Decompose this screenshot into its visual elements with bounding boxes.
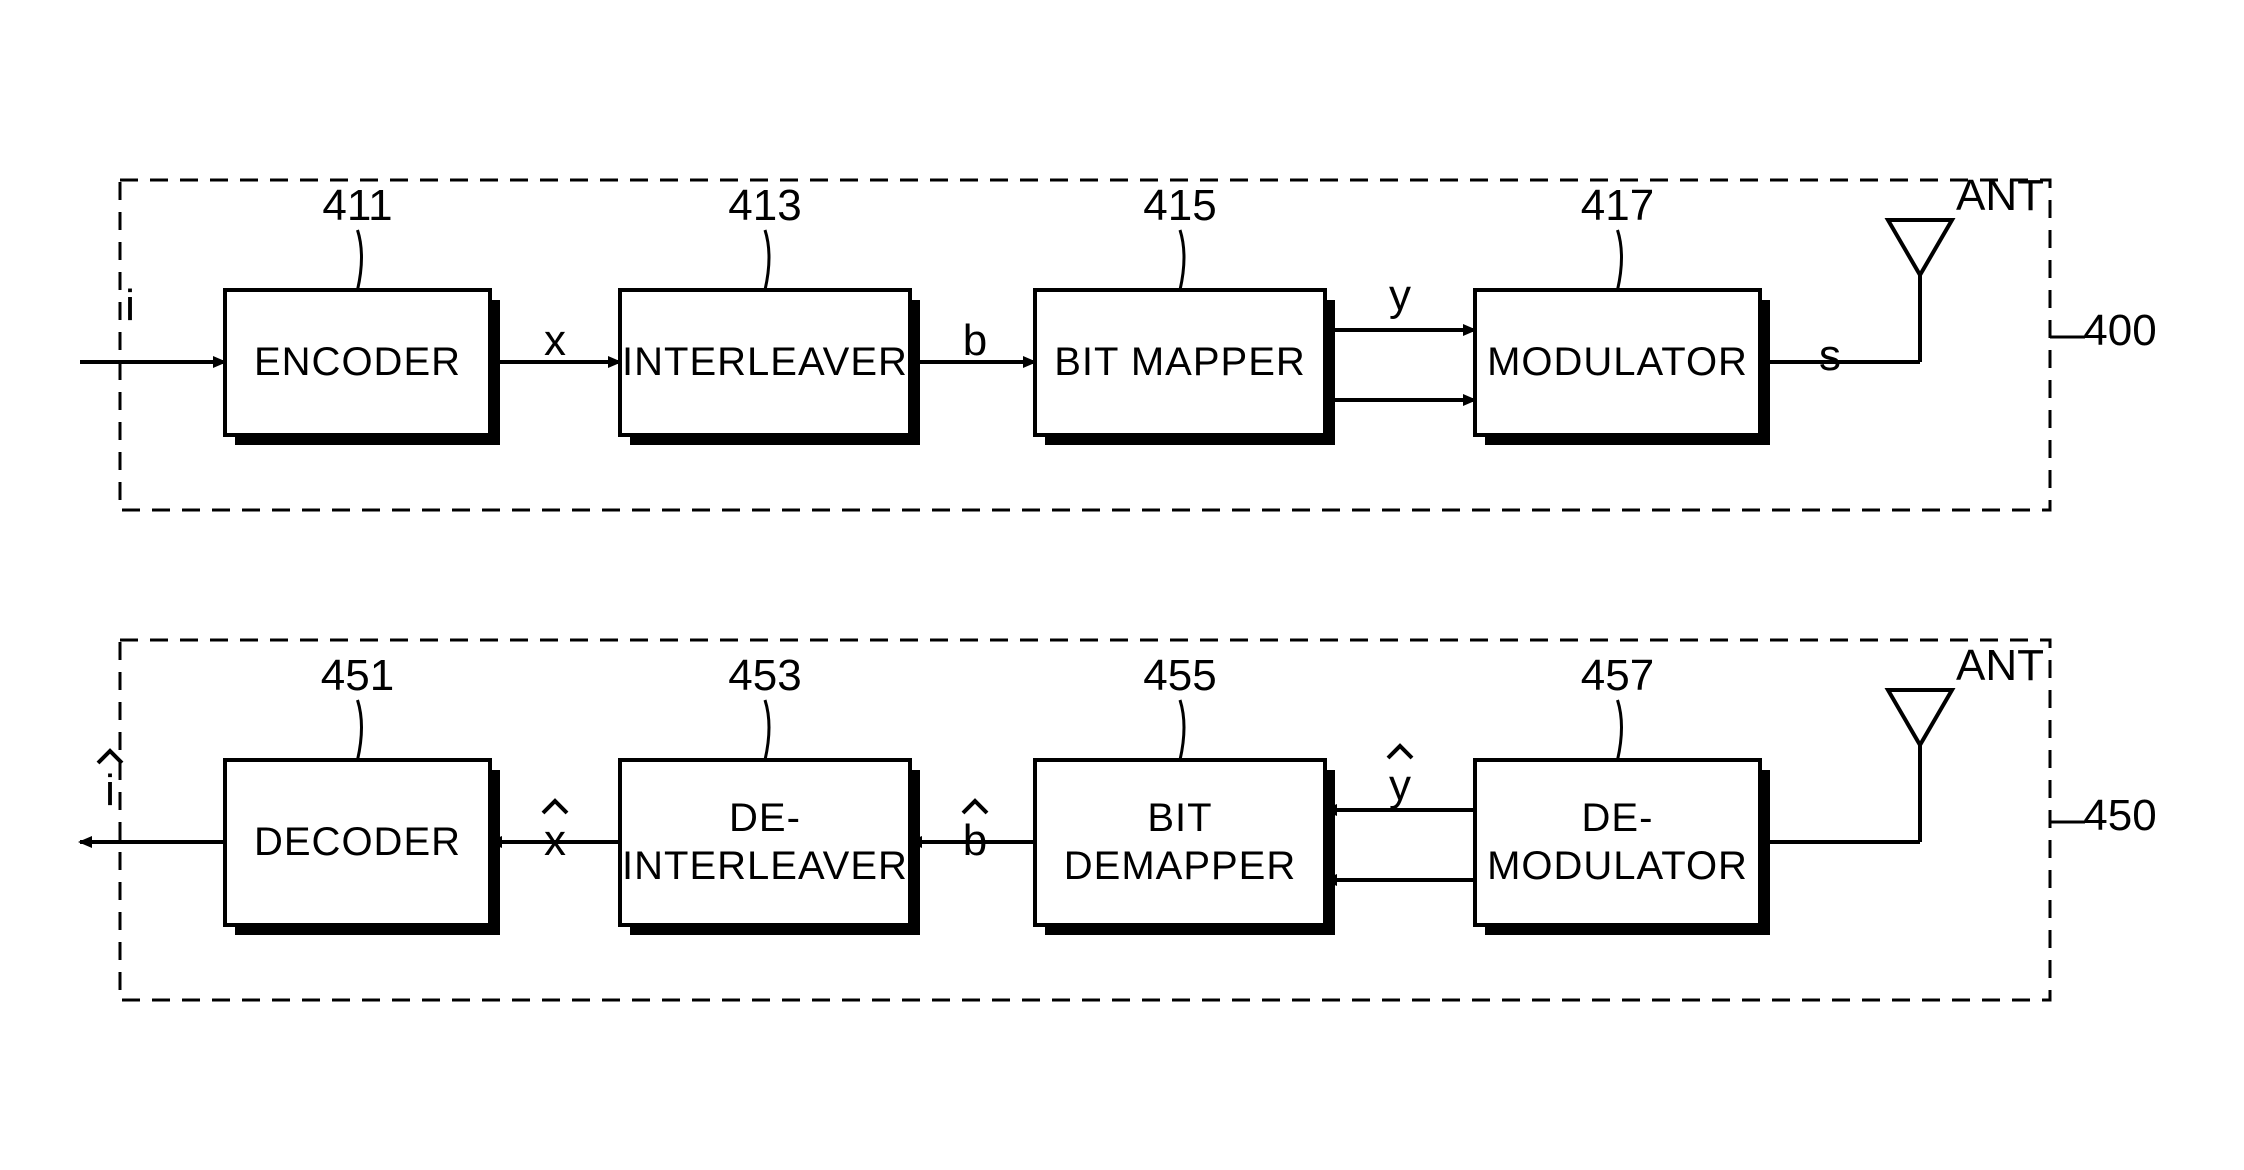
antenna-icon [1888, 220, 1952, 275]
bitmapper-ref: 415 [1143, 181, 1216, 230]
signal-xhat-hat [543, 801, 567, 813]
signal-xhat: x [544, 816, 566, 865]
bitdemapper-label2: DEMAPPER [1064, 844, 1297, 888]
signal-bhat: b [963, 816, 987, 865]
bitmapper-ref-leader [1180, 230, 1184, 290]
bitmapper-label: BIT MAPPER [1054, 340, 1306, 384]
antenna-label: ANT [1956, 641, 2044, 690]
signal-x: x [544, 316, 566, 365]
deinterleaver-ref-leader [765, 700, 769, 760]
signal-ihat-hat [98, 751, 122, 763]
signal-yhat-hat [1388, 746, 1412, 758]
bitdemapper-label1: BIT [1147, 796, 1212, 840]
encoder-ref-leader [358, 230, 362, 290]
signal-i: i [125, 281, 135, 330]
interleaver-label: INTERLEAVER [622, 340, 908, 384]
encoder-ref: 411 [322, 181, 392, 230]
container-ref-450: 450 [2083, 791, 2156, 840]
signal-b: b [963, 316, 987, 365]
signal-ihat: i [105, 766, 115, 815]
encoder-label: ENCODER [254, 340, 461, 384]
bitdemapper-block [1035, 760, 1325, 925]
demodulator-ref-leader [1618, 700, 1622, 760]
decoder-ref: 451 [321, 651, 394, 700]
modulator-ref: 417 [1581, 181, 1654, 230]
deinterleaver-label2: INTERLEAVER [622, 844, 908, 888]
interleaver-ref-leader [765, 230, 769, 290]
signal-bhat-hat [963, 801, 987, 813]
decoder-ref-leader [358, 700, 362, 760]
demodulator-label2: MODULATOR [1487, 844, 1748, 888]
signal-y: y [1389, 271, 1411, 320]
modulator-ref-leader [1618, 230, 1622, 290]
signal-yhat: y [1389, 761, 1411, 810]
modulator-label: MODULATOR [1487, 340, 1748, 384]
interleaver-ref: 413 [728, 181, 801, 230]
demodulator-ref: 457 [1581, 651, 1654, 700]
deinterleaver-label1: DE- [729, 796, 801, 840]
container-ref-400: 400 [2083, 306, 2156, 355]
demodulator-block [1475, 760, 1760, 925]
deinterleaver-ref: 453 [728, 651, 801, 700]
block-diagram: 400 ENCODER 411 INTERLEAVER 413 BIT MAPPER 415… [0, 0, 2244, 1170]
decoder-label: DECODER [254, 820, 461, 864]
bitdemapper-ref: 455 [1143, 651, 1216, 700]
signal-s: s [1819, 331, 1841, 380]
deinterleaver-block [620, 760, 910, 925]
antenna-icon [1888, 690, 1952, 745]
antenna-label: ANT [1956, 171, 2044, 220]
demodulator-label1: DE- [1582, 796, 1654, 840]
bitdemapper-ref-leader [1180, 700, 1184, 760]
